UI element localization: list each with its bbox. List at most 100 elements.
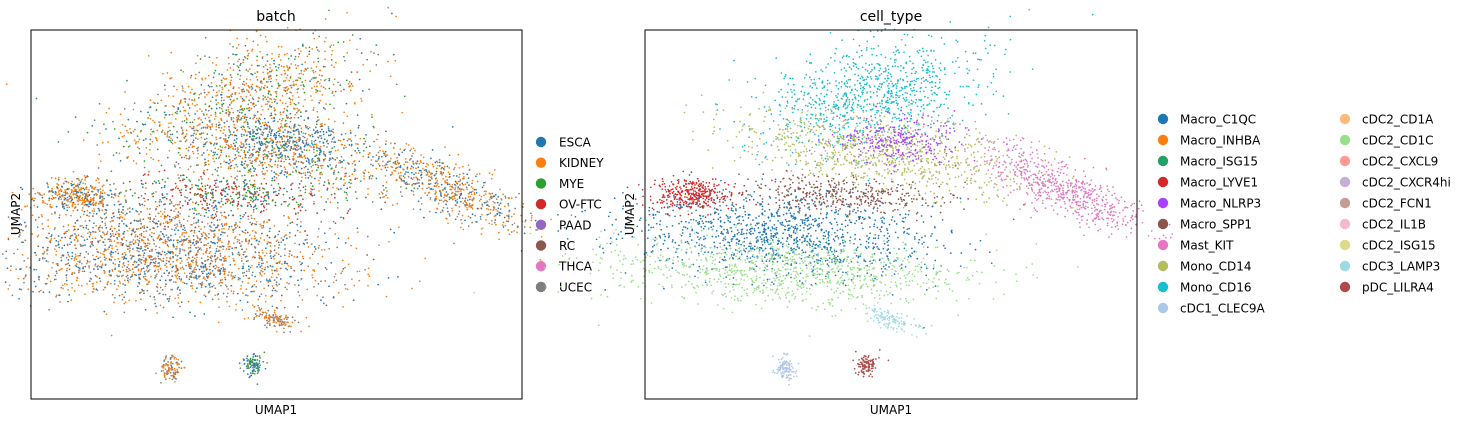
scatter-point [69, 201, 71, 203]
scatter-point [238, 185, 240, 187]
scatter-point [144, 249, 146, 251]
scatter-point [143, 174, 145, 176]
scatter-point [274, 180, 276, 182]
scatter-point [366, 59, 368, 61]
scatter-point [184, 229, 186, 231]
scatter-point [198, 283, 200, 285]
scatter-point [5, 281, 7, 283]
scatter-point [163, 234, 165, 236]
scatter-point [83, 201, 85, 203]
scatter-point [107, 231, 109, 233]
scatter-point [252, 186, 254, 188]
scatter-point [353, 285, 355, 287]
scatter-point [148, 171, 150, 173]
scatter-point [346, 200, 348, 202]
scatter-point [147, 271, 149, 273]
scatter-point [266, 128, 268, 130]
scatter-point [208, 91, 210, 93]
scatter-point [33, 269, 35, 271]
scatter-point [221, 241, 223, 243]
scatter-point [249, 127, 251, 129]
scatter-point [192, 256, 194, 258]
scatter-point [263, 157, 265, 159]
scatter-point [292, 95, 294, 97]
scatter-point [259, 189, 261, 191]
scatter-point [211, 125, 213, 127]
scatter-point [58, 217, 60, 219]
scatter-point [98, 182, 100, 184]
scatter-point [324, 108, 326, 110]
scatter-point [298, 133, 300, 135]
scatter-point [303, 270, 305, 272]
scatter-point [230, 168, 232, 170]
scatter-point [241, 117, 243, 119]
scatter-point [203, 267, 205, 269]
scatter-point [5, 257, 7, 259]
scatter-point [86, 215, 88, 217]
scatter-point [124, 279, 126, 281]
scatter-point [271, 295, 273, 297]
scatter-point [258, 241, 260, 243]
scatter-point [51, 177, 53, 179]
scatter-point [312, 70, 314, 72]
scatter-point [275, 144, 277, 146]
scatter-point [360, 98, 362, 100]
scatter-point [194, 207, 196, 209]
scatter-point [257, 194, 259, 196]
scatter-point [211, 205, 213, 207]
scatter-point [365, 197, 367, 199]
scatter-point [314, 132, 316, 134]
scatter-point [198, 72, 200, 74]
scatter-point [349, 186, 351, 188]
scatter-point [317, 90, 319, 92]
scatter-point [54, 275, 56, 277]
scatter-point [270, 94, 272, 96]
scatter-point [119, 261, 121, 263]
scatter-point [214, 294, 216, 296]
scatter-point [129, 207, 131, 209]
scatter-point [401, 112, 403, 114]
scatter-point [282, 131, 284, 133]
scatter-point [232, 204, 234, 206]
scatter-point [97, 251, 99, 253]
scatter-point [289, 150, 291, 152]
scatter-point [253, 139, 255, 141]
scatter-point [345, 175, 347, 177]
scatter-point [205, 188, 207, 190]
scatter-point [214, 142, 216, 144]
scatter-point [146, 153, 148, 155]
scatter-point [150, 259, 152, 261]
scatter-point [329, 158, 331, 160]
scatter-point [170, 239, 172, 241]
scatter-point [206, 280, 208, 282]
scatter-point [107, 141, 109, 143]
scatter-point [157, 255, 159, 257]
scatter-point [432, 164, 434, 166]
scatter-point [238, 44, 240, 46]
scatter-point [203, 276, 205, 278]
scatter-point [312, 33, 314, 35]
scatter-point [314, 178, 316, 180]
scatter-point [326, 189, 328, 191]
scatter-point [229, 264, 231, 266]
scatter-point [74, 190, 76, 192]
scatter-point [284, 262, 286, 264]
scatter-point [104, 213, 106, 215]
scatter-point [77, 255, 79, 257]
scatter-point [207, 184, 209, 186]
scatter-point [145, 138, 147, 140]
scatter-point [311, 140, 313, 142]
scatter-point [206, 205, 208, 207]
scatter-point [275, 205, 277, 207]
scatter-point [48, 274, 50, 276]
scatter-point [284, 174, 286, 176]
scatter-point [358, 160, 360, 162]
scatter-point [235, 154, 237, 156]
scatter-point [234, 225, 236, 227]
scatter-point [233, 199, 235, 201]
scatter-point [18, 236, 20, 238]
scatter-point [67, 254, 69, 256]
scatter-point [262, 271, 264, 273]
scatter-point [313, 109, 315, 111]
scatter-point [101, 202, 103, 204]
